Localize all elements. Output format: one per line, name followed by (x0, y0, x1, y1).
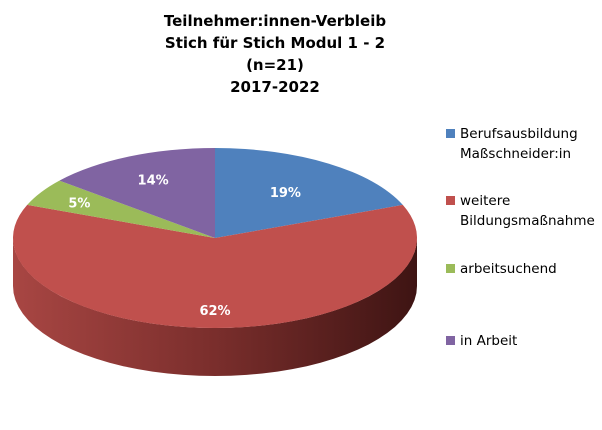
legend-item-in-arbeit: in Arbeit (444, 331, 595, 351)
data-label-3: 14% (138, 173, 169, 188)
title-line: Teilnehmer:innen-Verbleib (163, 12, 387, 30)
data-label-0: 19% (270, 186, 301, 201)
legend-label: Bildungsmaßnahme (460, 213, 595, 229)
legend-item-berufsausbildung: Berufsausbildung Maßschneider:in (444, 124, 595, 164)
title-line: 2017-2022 (230, 78, 320, 96)
legend-swatch (446, 196, 455, 205)
title-line: (n=21) (246, 56, 304, 74)
legend-label: arbeitsuchend (460, 261, 557, 277)
legend-swatch (446, 129, 455, 138)
legend-label: weitere (460, 193, 511, 209)
legend: Berufsausbildung Maßschneider:in weitere… (444, 124, 595, 351)
pie-slice-3 (59, 147, 216, 238)
legend-swatch (446, 336, 455, 345)
legend-item-arbeitsuchend: arbeitsuchend (444, 259, 595, 279)
pie-slice-1 (12, 204, 417, 329)
legend-label: Berufsausbildung (460, 126, 578, 142)
legend-label: in Arbeit (460, 333, 518, 349)
legend-swatch (446, 264, 455, 273)
pie-slice-0 (215, 148, 403, 238)
legend-item-weitere-bildungsmassnahme: weitere Bildungsmaßnahme (444, 191, 595, 231)
title-line: Stich für Stich Modul 1 - 2 (164, 34, 386, 52)
chart-title: Teilnehmer:innen-Verbleib Stich für Stic… (140, 10, 410, 98)
pie-side-1 (13, 238, 417, 376)
legend-label: Maßschneider:in (460, 146, 572, 162)
data-label-1: 62% (199, 304, 230, 319)
data-label-2: 5% (68, 196, 90, 211)
pie-slice-2 (27, 180, 216, 238)
